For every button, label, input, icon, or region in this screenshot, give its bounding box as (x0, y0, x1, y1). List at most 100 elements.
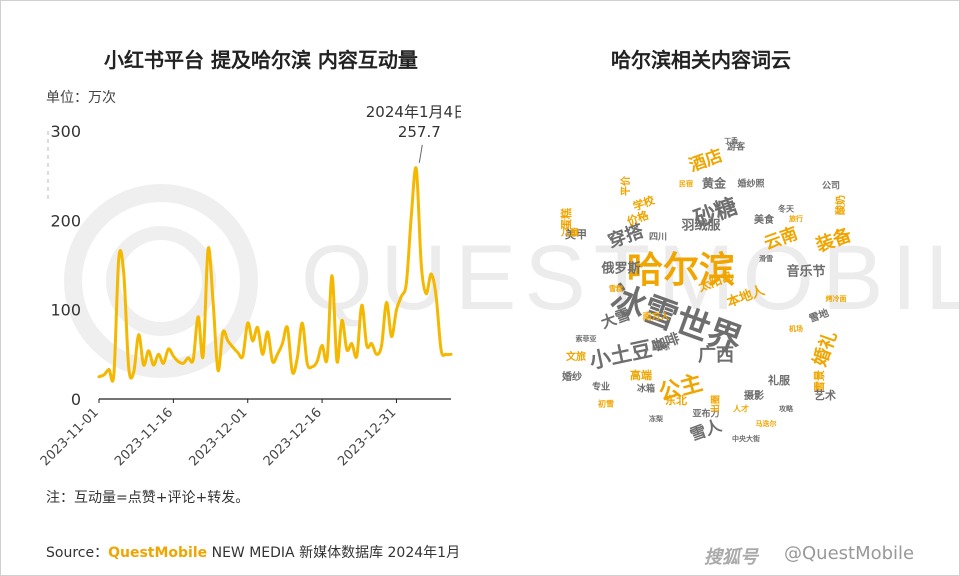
data-point (439, 348, 443, 352)
data-point (296, 356, 299, 360)
data-point (395, 308, 398, 311)
data-point (375, 353, 378, 356)
cloud-word: 蛋糕 (559, 208, 573, 230)
data-point (107, 368, 111, 371)
chart-note: 注：互动量=点赞+评论+转发。 (46, 490, 250, 506)
watermark-logo-icon (64, 184, 258, 378)
data-point (340, 319, 344, 322)
cloud-word: 四川 (649, 232, 667, 243)
cloud-word: 小土豆 (587, 337, 654, 374)
cloud-word: 专业 (592, 381, 610, 393)
cloud-word: 初雪 (598, 399, 614, 409)
data-point (420, 263, 423, 267)
cloud-word: 滑雪 (759, 254, 773, 263)
source-rest: NEW MEDIA 新媒体数据库 2024年1月 (207, 545, 461, 561)
data-point (390, 335, 393, 338)
data-point (127, 366, 130, 369)
cloud-word: 大雪 (599, 305, 633, 332)
cloud-word: 婚纱 (562, 370, 582, 383)
data-point (276, 353, 279, 356)
data-point (112, 372, 116, 376)
annotation-date: 2024年1月4日, (366, 103, 461, 121)
y-tick-label: 300 (50, 122, 81, 141)
cloud-word: 黄金 (702, 176, 727, 191)
cloud-word: 儿童 (560, 227, 579, 239)
cloud-word: 人才 (733, 404, 749, 414)
data-point (335, 360, 339, 363)
cloud-word: 机场 (789, 324, 803, 333)
cloud-word: 酸奶 (834, 195, 847, 215)
data-point (345, 348, 349, 352)
cloud-word: 出圈 (710, 395, 722, 413)
cloud-word: 装备 (813, 223, 855, 256)
cloud-word: 雪糕 (609, 284, 623, 293)
data-point (301, 321, 304, 325)
data-point (97, 375, 101, 378)
unit-label: 单位：万次 (46, 90, 116, 106)
cloud-word: 中央大街 (732, 434, 760, 443)
data-point (226, 339, 230, 343)
data-point (360, 304, 363, 307)
x-tick-label: 2023-11-16 (112, 405, 176, 469)
data-point (410, 214, 413, 218)
data-point (221, 330, 225, 334)
x-tick-label: 2023-12-01 (187, 405, 251, 469)
data-point (172, 354, 175, 358)
data-point (444, 353, 448, 356)
data-point (320, 344, 324, 347)
left-chart-title: 小红书平台 提及哈尔滨 内容互动量 (104, 48, 418, 72)
data-point (286, 326, 289, 329)
data-point (370, 342, 373, 345)
cloud-word: 雪景 (813, 370, 826, 392)
data-point (434, 295, 438, 298)
data-point (256, 326, 259, 329)
footer-logo: 搜狐号 (704, 547, 758, 568)
data-point (197, 315, 200, 318)
cloud-word: 马迭尔 (756, 419, 777, 428)
cloud-word: 婚纱照 (737, 178, 764, 190)
cloud-word: 国际 (652, 342, 670, 353)
data-point (142, 363, 145, 367)
data-point (306, 362, 309, 365)
cloud-word: 酒店 (686, 145, 725, 176)
cloud-word: 公司 (822, 181, 840, 192)
data-point (192, 358, 195, 361)
data-point (330, 274, 334, 277)
cloud-word: 艺术 (814, 388, 836, 402)
x-tick-label: 2023-11-01 (38, 405, 102, 469)
cloud-word: 亚布力 (692, 408, 719, 420)
annotation-value: 257.7 (398, 123, 441, 141)
data-point (355, 354, 358, 358)
cloud-word: 摄影 (744, 389, 764, 402)
data-point (311, 365, 314, 368)
cloud-word: 烤冷面 (826, 294, 847, 303)
cloud-word: 冰箱 (637, 383, 655, 395)
data-point (206, 247, 210, 251)
y-tick-label: 0 (71, 390, 81, 409)
data-point (157, 353, 160, 356)
cloud-word: 丁香 (724, 136, 739, 145)
source-line: Source：QuestMobile NEW MEDIA 新媒体数据库 2024… (46, 542, 460, 562)
cloud-word: 冻梨 (649, 414, 664, 423)
cloud-word: 哈尔滨 (627, 250, 735, 291)
data-point (281, 342, 284, 345)
data-point (405, 281, 408, 285)
cloud-word: 音乐节 (786, 264, 825, 280)
cloud-word: 价格 (625, 207, 651, 228)
cloud-word: 广西 (698, 344, 734, 366)
cloud-word: 雪人 (687, 415, 725, 444)
cloud-word: 美甲 (565, 227, 587, 241)
annotation-leader (418, 144, 423, 163)
data-point (315, 360, 319, 363)
cloud-word: 婚礼 (809, 328, 842, 369)
data-point (236, 351, 239, 354)
right-chart-title: 哈尔滨相关内容词云 (611, 48, 791, 72)
cloud-word: 冬天 (778, 204, 795, 214)
y-tick-label: 100 (50, 301, 81, 320)
data-point (182, 362, 185, 365)
data-point (187, 356, 190, 360)
data-point (122, 272, 126, 276)
cloud-word: 高端 (630, 368, 652, 382)
